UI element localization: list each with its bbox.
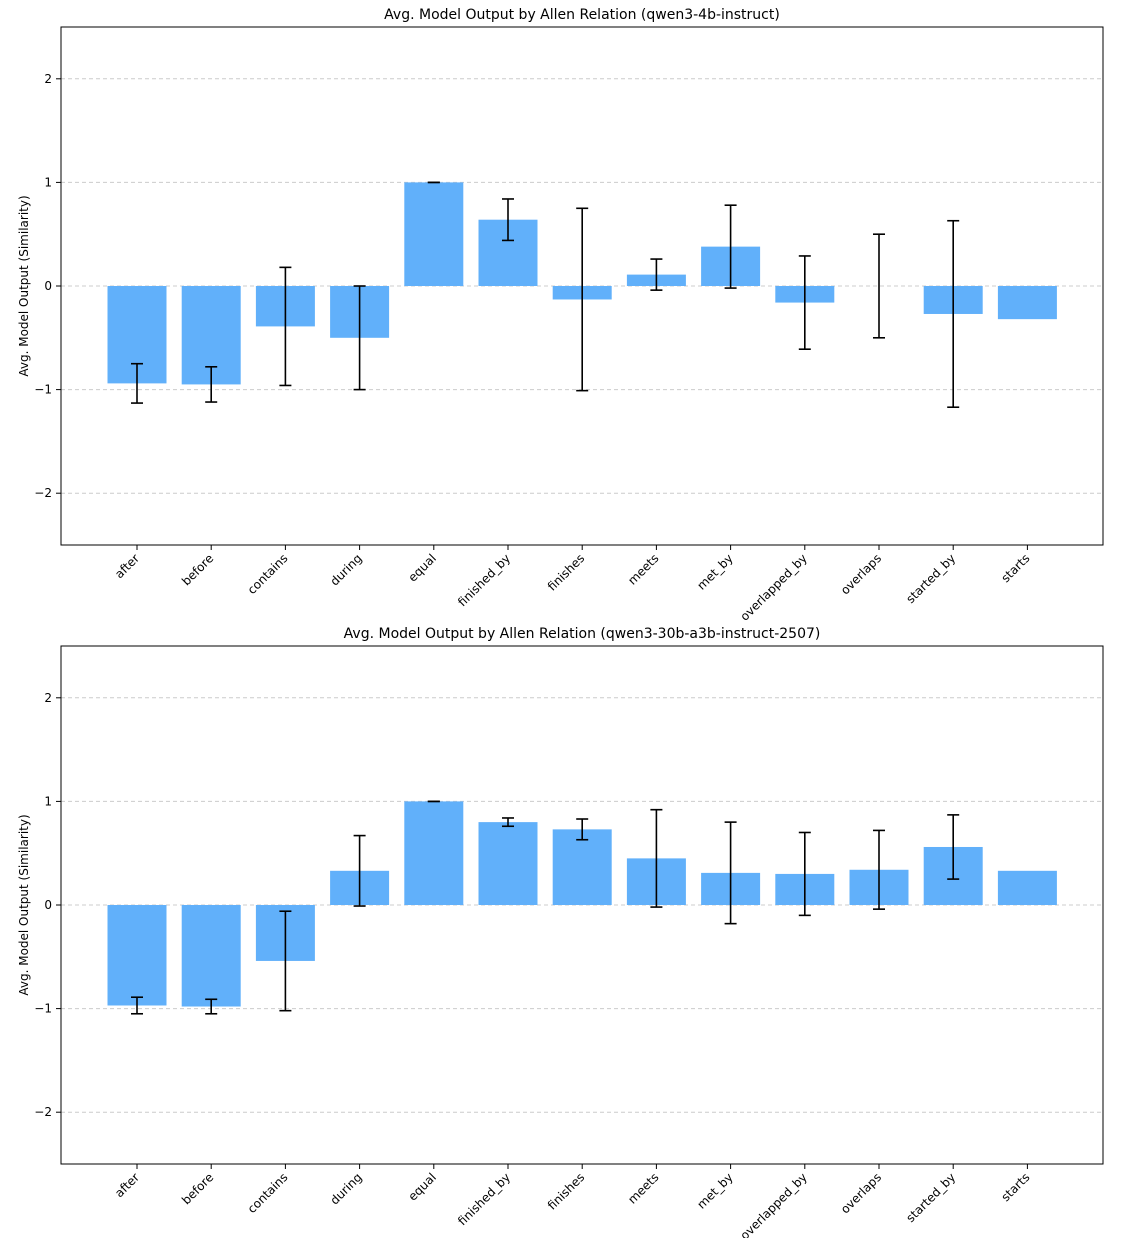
y-tick-label: −1	[34, 383, 52, 397]
chart-panel-1: Avg. Model Output by Allen Relation (qwe…	[17, 7, 1104, 624]
chart-title: Avg. Model Output by Allen Relation (qwe…	[384, 7, 780, 23]
x-tick-label: met_by	[694, 1170, 735, 1211]
x-tick-label: equal	[405, 1170, 438, 1203]
y-tick-label: 2	[44, 691, 52, 705]
bar-finished_by	[478, 822, 538, 905]
x-tick-label: contains	[245, 551, 291, 597]
x-tick-label: started_by	[903, 1170, 958, 1225]
plot-frame	[60, 26, 1104, 546]
bar-equal	[404, 182, 464, 286]
x-tick-label: meets	[625, 551, 661, 587]
x-tick-label: before	[179, 551, 216, 588]
x-tick-label: overlaps	[838, 1170, 884, 1216]
x-tick-label: before	[179, 1170, 216, 1207]
x-tick-label: after	[112, 1170, 142, 1200]
x-tick-label: equal	[405, 551, 438, 584]
y-tick-label: 1	[44, 794, 52, 808]
x-tick-label: overlaps	[838, 551, 884, 597]
bar-starts	[997, 870, 1057, 905]
x-tick-label: finishes	[545, 1170, 587, 1212]
y-tick-label: −2	[34, 1105, 52, 1119]
bar-equal	[404, 801, 464, 905]
y-tick-label: 0	[44, 279, 52, 293]
bar-finishes	[552, 829, 612, 905]
x-tick-label: contains	[245, 1170, 291, 1216]
x-tick-label: overlapped_by	[738, 1170, 810, 1238]
x-tick-label: during	[327, 1170, 364, 1207]
x-tick-label: finishes	[545, 551, 587, 593]
x-tick-label: starts	[998, 1170, 1032, 1204]
chart-title: Avg. Model Output by Allen Relation (qwe…	[344, 626, 821, 642]
bar-before	[181, 905, 241, 1007]
y-tick-label: −1	[34, 1002, 52, 1016]
y-tick-label: 0	[44, 898, 52, 912]
x-tick-label: started_by	[903, 551, 958, 606]
y-tick-label: 2	[44, 72, 52, 86]
bar-starts	[997, 286, 1057, 320]
x-tick-label: finished_by	[455, 1170, 513, 1228]
y-tick-label: 1	[44, 175, 52, 189]
plot-frame	[60, 645, 1104, 1165]
y-axis-label: Avg. Model Output (Similarity)	[17, 195, 31, 376]
x-tick-label: meets	[625, 1170, 661, 1206]
x-tick-label: finished_by	[455, 551, 513, 609]
x-tick-label: after	[112, 551, 142, 581]
bar-after	[107, 905, 167, 1006]
x-tick-label: during	[327, 551, 364, 588]
x-tick-label: met_by	[694, 551, 735, 592]
chart-panel-2: Avg. Model Output by Allen Relation (qwe…	[17, 626, 1104, 1238]
y-tick-label: −2	[34, 486, 52, 500]
x-tick-label: overlapped_by	[738, 551, 810, 623]
y-axis-label: Avg. Model Output (Similarity)	[17, 814, 31, 995]
x-tick-label: starts	[998, 551, 1032, 585]
